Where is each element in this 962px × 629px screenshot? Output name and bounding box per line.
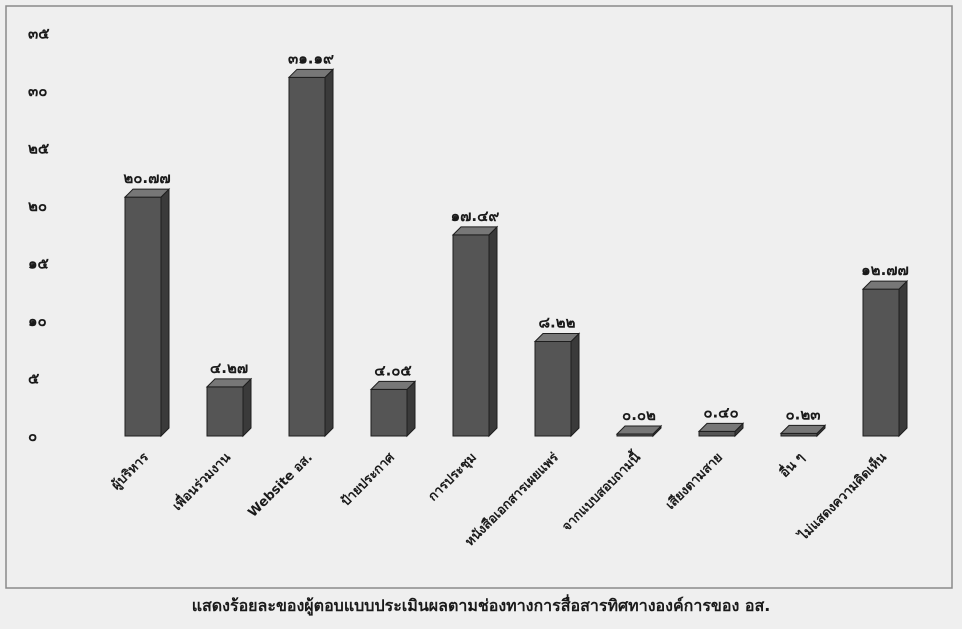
chart-title: แสดงร้อยละของผู้ตอบแบบประเมินผลตามช่องทา…: [191, 596, 771, 615]
bar-top: [123, 188, 171, 198]
data-label: ๐.๔๐: [703, 403, 738, 421]
y-tick-label: ๓๐: [28, 82, 47, 100]
bar-top: [697, 422, 745, 432]
y-tick-label: ๒๕: [28, 140, 50, 158]
bar: [615, 424, 663, 438]
bar-front: [862, 288, 900, 437]
bar-front: [206, 386, 244, 437]
data-label: ๑๒.๗๗: [861, 261, 909, 279]
bar-front: [534, 340, 572, 437]
data-label: ๘.๒๒: [538, 313, 575, 331]
bar-side: [406, 380, 416, 438]
y-tick-label: ๐: [28, 427, 37, 445]
bar: [123, 187, 171, 438]
data-label: ๑๗.๔๙: [451, 207, 500, 225]
bar: [533, 332, 581, 438]
data-label: ๐.๐๒: [622, 406, 656, 424]
bars: ๒๐.๗๗๔.๒๗ ๓๑.๑๙๔.๐๕ ๑๗.๔๙๘.๒๒๐.๐๒ ๐.๔๐ ๐.๒๓ ๑…: [123, 49, 909, 438]
data-label: ๐.๒๓: [786, 405, 821, 423]
y-tick-label: ๕: [28, 370, 40, 388]
bar-top: [779, 424, 827, 434]
bar-top: [451, 226, 499, 236]
x-tick-label: ไม่แสดงความคิดเห็น: [793, 448, 890, 545]
y-tick-label: ๓๕: [28, 25, 50, 43]
bar-side: [898, 279, 908, 438]
data-label: ๒๐.๗๗: [123, 169, 170, 187]
x-tick-label: เพื่อนร่วมงาน: [168, 448, 234, 514]
bar-front: [698, 430, 736, 437]
bar-front: [452, 234, 490, 437]
bar-side: [324, 68, 334, 438]
bar: [861, 279, 909, 438]
y-tick-label: ๑๕: [28, 255, 50, 273]
x-tick-label: การประชุม: [426, 450, 480, 504]
bar-side: [160, 187, 170, 438]
bar-top: [615, 425, 663, 435]
data-label: ๓๑.๑๙: [288, 49, 334, 67]
bar-side: [488, 225, 498, 438]
x-tick-label: ป้ายประกาศ: [338, 449, 398, 509]
bar-top: [533, 332, 581, 342]
x-axis: ผู้บริหาร เพื่อนร่วมงาน Website อส. ป้ายประ…: [108, 447, 890, 550]
y-tick-label: ๑๐: [28, 312, 47, 330]
bar-top: [861, 280, 909, 290]
y-axis: ๐ ๕ ๑๐ ๑๕ ๒๐ ๒๕ ๓๐ ๓๕: [28, 25, 50, 446]
data-label: ๔.๐๕: [374, 361, 412, 379]
bar: [779, 424, 827, 438]
x-tick-label: เสียงตามสาย: [663, 450, 726, 513]
bar-top: [369, 380, 417, 390]
bar: [205, 377, 253, 438]
x-tick-label: จากแบบสอบถามนี้: [557, 447, 645, 535]
bar-top: [287, 68, 335, 78]
bar: [369, 380, 417, 438]
bar-front: [370, 388, 408, 437]
bar-front: [288, 76, 326, 437]
bar-top: [205, 378, 253, 388]
bar: [451, 225, 499, 438]
x-tick-label: Website อส.: [246, 450, 316, 520]
bar: [697, 422, 745, 438]
bar-front: [124, 196, 162, 437]
x-tick-label: หนังสือเอกสารเผยแพร่: [462, 450, 562, 550]
bar: [287, 68, 335, 438]
y-tick-label: ๒๐: [28, 197, 47, 215]
data-label: ๔.๒๗: [210, 359, 248, 377]
x-tick-label: ผู้บริหาร: [108, 450, 152, 494]
chart-border: [5, 5, 953, 589]
bar-side: [570, 332, 580, 438]
x-tick-label: อื่น ๆ: [775, 448, 808, 481]
bar-side: [242, 377, 252, 438]
